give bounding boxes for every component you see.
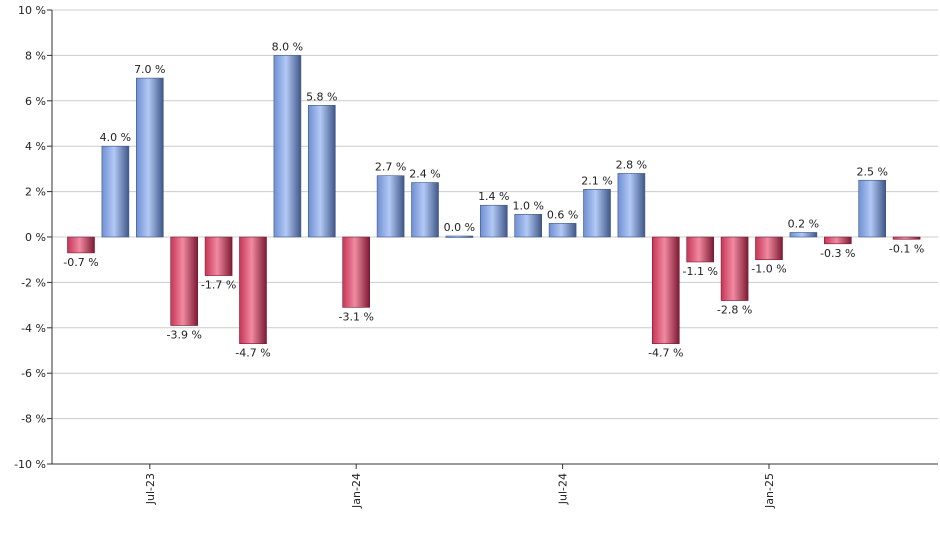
x-tick-label: Jan-25 (763, 473, 776, 509)
data-label: -1.1 % (682, 265, 717, 278)
y-tick-label: 6 % (25, 95, 46, 108)
y-tick-label: 2 % (25, 186, 46, 199)
x-tick-label: Jan-24 (350, 473, 363, 509)
bar (67, 236, 95, 254)
data-label: -3.1 % (338, 310, 373, 323)
bar (411, 182, 439, 238)
bars (67, 55, 921, 344)
data-label: 2.1 % (581, 174, 612, 187)
bar (789, 232, 818, 238)
data-label: 0.6 % (547, 208, 578, 221)
y-tick-label: 10 % (18, 4, 46, 17)
y-tick-label: -2 % (21, 276, 46, 289)
bar (548, 223, 577, 238)
data-label: 1.4 % (478, 190, 509, 203)
data-label: 2.7 % (375, 161, 406, 174)
bar (651, 236, 680, 344)
data-labels: -0.7 % 4.0 % 7.0 % -3.9 % -1.7 % -4.7 % 8.0 % 5… (63, 40, 924, 359)
bar (858, 179, 887, 238)
data-label: 0.2 % (788, 217, 819, 230)
data-label: 5.8 % (306, 90, 337, 103)
bar (617, 173, 646, 238)
bar (514, 214, 543, 238)
axes: 10 % 8 % 6 % 4 % 2 % 0 % -2 % -4 % -6 % -8 % -10 %… (14, 4, 938, 509)
bar (479, 204, 508, 238)
data-label: 2.4 % (409, 168, 440, 181)
data-label: -4.7 % (648, 347, 683, 360)
bar (755, 236, 783, 261)
data-label: 7.0 % (134, 63, 165, 76)
bar (101, 145, 130, 238)
bar (239, 236, 267, 344)
data-label: 1.0 % (512, 199, 543, 212)
data-label: -3.9 % (166, 329, 201, 342)
y-tick-label: 8 % (25, 49, 46, 62)
bar (170, 236, 198, 326)
bar (823, 236, 852, 245)
y-tick-label: 0 % (25, 231, 46, 244)
data-label: -2.8 % (717, 304, 752, 317)
data-label: -1.7 % (201, 279, 236, 292)
bar (583, 189, 611, 238)
x-tick-label: Jul-24 (557, 473, 570, 505)
y-tick-label: -8 % (21, 413, 46, 426)
data-label: 2.8 % (616, 158, 647, 171)
data-label: -0.7 % (63, 256, 98, 269)
x-tick-label: Jul-23 (144, 473, 157, 505)
data-label: -0.1 % (889, 242, 924, 255)
data-label: -4.7 % (235, 347, 270, 360)
y-tick-label: -10 % (14, 458, 46, 471)
data-label: -1.0 % (751, 263, 786, 276)
bar (720, 236, 749, 301)
bar (136, 77, 164, 238)
data-label: 0.0 % (444, 221, 475, 234)
data-label: 8.0 % (272, 40, 303, 53)
y-tick-label: -4 % (21, 322, 46, 335)
y-tick-label: 4 % (25, 140, 46, 153)
y-tick-label: -6 % (21, 367, 46, 380)
bar (445, 235, 474, 238)
bar (376, 175, 405, 238)
bar (892, 236, 921, 240)
bar (342, 236, 371, 308)
bar (273, 55, 302, 238)
bar (204, 236, 233, 276)
data-label: 4.0 % (100, 131, 131, 144)
data-label: -0.3 % (820, 247, 855, 260)
data-label: 2.5 % (856, 165, 887, 178)
bar (686, 236, 715, 263)
bar (307, 105, 336, 238)
